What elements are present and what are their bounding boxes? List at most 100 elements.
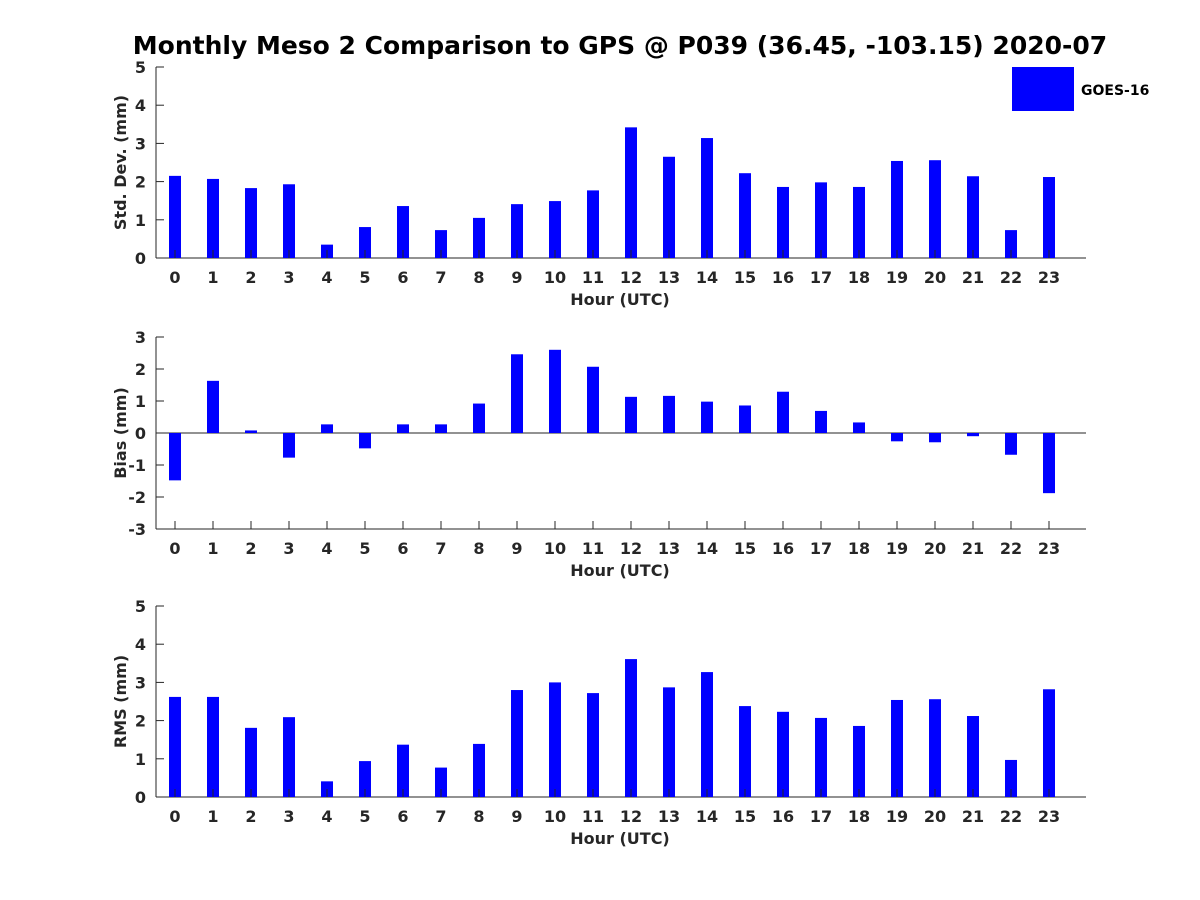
x-tick-label: 23 (1038, 539, 1060, 558)
x-tick-label: 12 (620, 807, 642, 826)
x-tick-label: 2 (245, 807, 256, 826)
x-tick-label: 1 (207, 539, 218, 558)
bar-hour-1 (207, 178, 219, 258)
bar-hour-6 (397, 424, 409, 433)
x-tick-label: 0 (169, 539, 180, 558)
y-tick-label: 1 (135, 211, 146, 230)
x-tick-label: 1 (207, 268, 218, 287)
x-tick-label: 9 (511, 268, 522, 287)
y-tick-label: -2 (128, 488, 146, 507)
bar-hour-6 (397, 206, 409, 258)
x-tick-label: 15 (734, 807, 756, 826)
bar-hour-15 (739, 405, 751, 433)
bar-hour-20 (929, 699, 941, 797)
bar-hour-12 (625, 659, 637, 797)
x-tick-label: 17 (810, 539, 832, 558)
y-tick-label: 1 (135, 392, 146, 411)
x-tick-label: 9 (511, 807, 522, 826)
bar-hour-0 (169, 433, 181, 481)
x-tick-label: 13 (658, 807, 680, 826)
x-tick-label: 1 (207, 807, 218, 826)
x-tick-label: 0 (169, 807, 180, 826)
x-tick-label: 17 (810, 807, 832, 826)
bar-hour-1 (207, 696, 219, 797)
bar-hour-7 (435, 230, 447, 258)
bar-hour-7 (435, 767, 447, 797)
bar-hour-16 (777, 711, 789, 797)
x-tick-label: 15 (734, 268, 756, 287)
x-tick-label: 8 (473, 539, 484, 558)
bar-hour-3 (283, 433, 295, 458)
bar-hour-5 (359, 761, 371, 797)
bar-hour-0 (169, 175, 181, 258)
legend: GOES-16 (1012, 67, 1149, 111)
y-tick-label: 4 (135, 635, 146, 654)
x-tick-label: 18 (848, 807, 870, 826)
y-tick-label: 0 (135, 249, 146, 268)
y-tick-label: 0 (135, 424, 146, 443)
x-tick-label: 17 (810, 268, 832, 287)
x-tick-label: 15 (734, 539, 756, 558)
bar-hour-1 (207, 380, 219, 433)
y-axis-label: RMS (mm) (111, 655, 130, 748)
x-tick-label: 6 (397, 539, 408, 558)
bar-hour-14 (701, 138, 713, 258)
bar-hour-0 (169, 696, 181, 797)
bar-hour-13 (663, 687, 675, 797)
y-axis-label: Std. Dev. (mm) (111, 95, 130, 230)
bar-hour-17 (815, 717, 827, 797)
bar-hour-18 (853, 725, 865, 797)
bar-hour-2 (245, 188, 257, 258)
x-tick-label: 2 (245, 539, 256, 558)
x-tick-label: 19 (886, 539, 908, 558)
x-tick-label: 7 (435, 268, 446, 287)
bar-hour-21 (967, 176, 979, 258)
bar-hour-23 (1043, 689, 1055, 797)
figure-title: Monthly Meso 2 Comparison to GPS @ P039 … (133, 31, 1107, 60)
bar-hour-12 (625, 396, 637, 433)
x-axis-label: Hour (UTC) (570, 561, 670, 580)
bar-hour-22 (1005, 759, 1017, 797)
y-tick-label: 3 (135, 134, 146, 153)
legend-label: GOES-16 (1081, 83, 1149, 99)
x-tick-label: 12 (620, 539, 642, 558)
y-tick-label: 5 (135, 58, 146, 77)
bar-hour-5 (359, 227, 371, 258)
x-tick-label: 23 (1038, 807, 1060, 826)
bar-hour-10 (549, 682, 561, 797)
x-tick-label: 11 (582, 268, 604, 287)
x-tick-label: 13 (658, 539, 680, 558)
x-tick-label: 7 (435, 539, 446, 558)
bar-hour-21 (967, 716, 979, 797)
y-tick-label: 3 (135, 328, 146, 347)
x-axis-label: Hour (UTC) (570, 290, 670, 309)
x-tick-label: 22 (1000, 268, 1022, 287)
x-tick-label: 20 (924, 807, 946, 826)
x-tick-label: 21 (962, 539, 984, 558)
bar-hour-14 (701, 672, 713, 797)
bar-hour-23 (1043, 177, 1055, 258)
x-tick-label: 18 (848, 268, 870, 287)
y-tick-label: 2 (135, 360, 146, 379)
bar-hour-3 (283, 717, 295, 797)
bar-hour-23 (1043, 433, 1055, 494)
bar-hour-21 (967, 433, 979, 437)
bar-hour-16 (777, 391, 789, 433)
bar-hour-9 (511, 204, 523, 258)
bar-hour-7 (435, 424, 447, 433)
y-tick-label: 2 (135, 173, 146, 192)
y-tick-label: 4 (135, 96, 146, 115)
x-tick-label: 0 (169, 268, 180, 287)
x-tick-label: 3 (283, 807, 294, 826)
bar-hour-2 (245, 430, 257, 433)
x-tick-label: 14 (696, 807, 718, 826)
bar-hour-19 (891, 160, 903, 258)
y-tick-label: -3 (128, 520, 146, 539)
bar-hour-9 (511, 690, 523, 797)
bar-hour-8 (473, 403, 485, 433)
bar-hour-11 (587, 693, 599, 797)
